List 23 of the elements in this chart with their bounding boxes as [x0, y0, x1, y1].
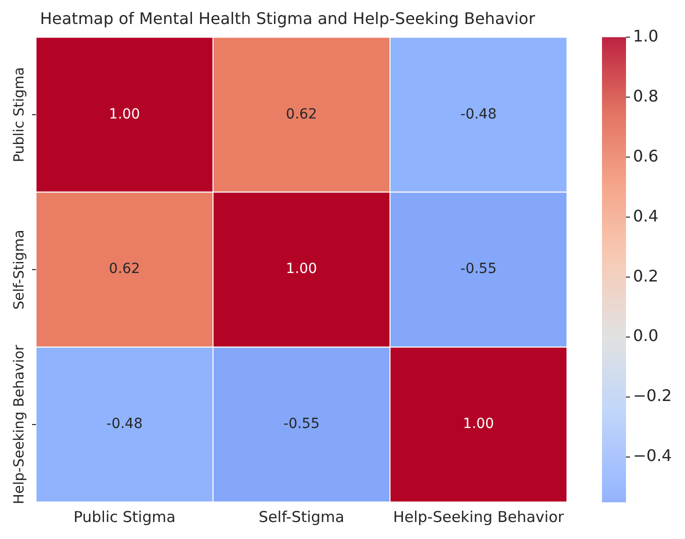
- data-label: -0.48: [460, 106, 497, 122]
- color-bar-label: −0.2: [633, 386, 672, 406]
- data-label: 1.00: [286, 261, 318, 278]
- y-tick-label: Public Stigma: [12, 67, 28, 162]
- data-label: 0.62: [108, 261, 140, 278]
- color-bar-label: 0.0: [633, 326, 658, 346]
- color-bar-label: −0.4: [633, 446, 672, 466]
- chart-title: Heatmap of Mental Health Stigma and Help-Seeking Behavior: [40, 8, 536, 28]
- data-label: -0.55: [283, 416, 320, 432]
- y-tick-label: Self-Stigma: [12, 230, 28, 310]
- x-tick-label: Help-Seeking Behavior: [393, 508, 565, 526]
- color-bar-label: 1.0: [633, 26, 658, 46]
- x-tick-label: Self-Stigma: [258, 508, 344, 526]
- color-bar-label: 0.6: [633, 146, 658, 166]
- color-bar-label: 0.8: [633, 86, 658, 106]
- data-label: 1.00: [462, 416, 494, 432]
- data-label: 0.62: [286, 106, 318, 122]
- data-label: -0.55: [460, 261, 497, 278]
- color-bar-label: 0.4: [633, 206, 658, 226]
- x-tick-label: Public Stigma: [73, 508, 176, 526]
- color-bar-label: 0.2: [633, 266, 658, 286]
- data-label: 1.00: [108, 106, 140, 122]
- data-label: -0.48: [106, 416, 143, 432]
